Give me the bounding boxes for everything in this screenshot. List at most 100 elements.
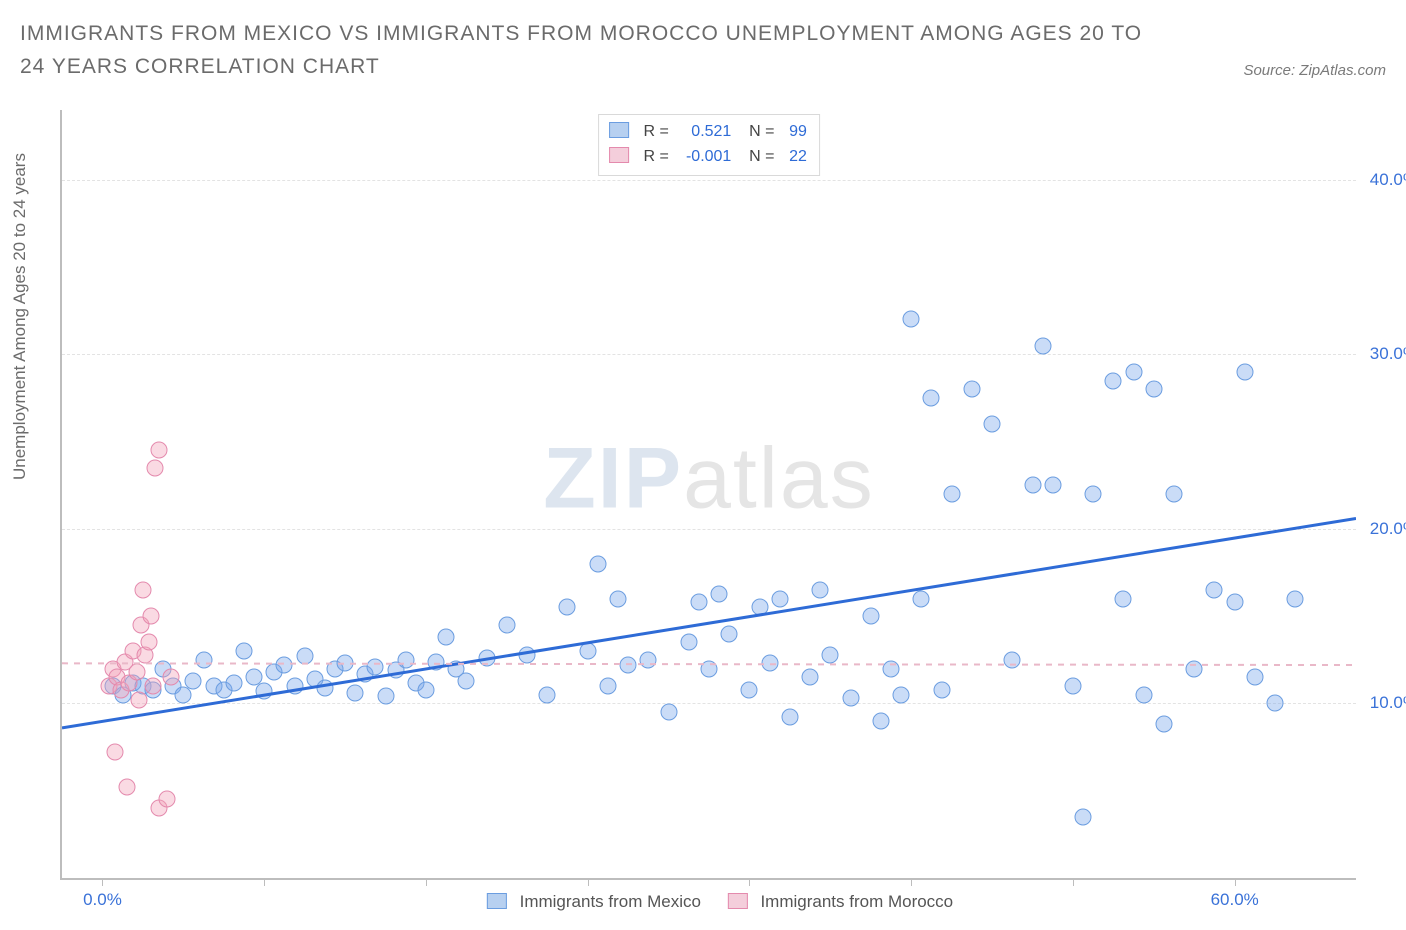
data-point bbox=[367, 658, 384, 675]
data-point bbox=[225, 674, 242, 691]
data-point bbox=[316, 679, 333, 696]
data-point bbox=[1034, 337, 1051, 354]
data-point bbox=[438, 629, 455, 646]
data-point bbox=[1236, 363, 1253, 380]
n-label: N = bbox=[749, 123, 774, 140]
data-point bbox=[812, 582, 829, 599]
data-point bbox=[862, 608, 879, 625]
data-point bbox=[235, 643, 252, 660]
x-tick bbox=[1235, 878, 1236, 886]
data-point bbox=[519, 646, 536, 663]
data-point bbox=[1075, 808, 1092, 825]
data-point bbox=[185, 672, 202, 689]
r-value: -0.001 bbox=[673, 145, 731, 170]
data-point bbox=[1226, 594, 1243, 611]
y-tick-label: 10.0% bbox=[1362, 693, 1406, 713]
x-tick-label: 0.0% bbox=[83, 890, 122, 910]
data-point bbox=[397, 651, 414, 668]
swatch-icon bbox=[728, 893, 748, 909]
data-point bbox=[134, 582, 151, 599]
data-point bbox=[498, 616, 515, 633]
data-point bbox=[142, 608, 159, 625]
x-tick bbox=[911, 878, 912, 886]
source-label: Source: ZipAtlas.com bbox=[1243, 62, 1386, 83]
data-point bbox=[822, 646, 839, 663]
data-point bbox=[147, 459, 164, 476]
data-point bbox=[1135, 686, 1152, 703]
data-point bbox=[1004, 651, 1021, 668]
chart-title: IMMIGRANTS FROM MEXICO VS IMMIGRANTS FRO… bbox=[20, 18, 1170, 83]
data-point bbox=[680, 634, 697, 651]
data-point bbox=[842, 690, 859, 707]
data-point bbox=[256, 683, 273, 700]
data-point bbox=[933, 681, 950, 698]
data-point bbox=[984, 416, 1001, 433]
data-point bbox=[1246, 669, 1263, 686]
data-point bbox=[781, 709, 798, 726]
data-point bbox=[1206, 582, 1223, 599]
legend-label: Immigrants from Mexico bbox=[520, 892, 701, 911]
n-value: 22 bbox=[779, 145, 807, 170]
data-point bbox=[118, 779, 135, 796]
data-point bbox=[721, 625, 738, 642]
legend-stats: R = 0.521 N = 99 R = -0.001 N = 22 bbox=[598, 114, 820, 176]
data-point bbox=[589, 555, 606, 572]
legend-series: Immigrants from Mexico Immigrants from M… bbox=[465, 892, 953, 912]
data-point bbox=[140, 634, 157, 651]
data-point bbox=[943, 486, 960, 503]
data-point bbox=[1186, 660, 1203, 677]
data-point bbox=[1287, 590, 1304, 607]
legend-label: Immigrants from Morocco bbox=[760, 892, 953, 911]
data-point bbox=[144, 678, 161, 695]
data-point bbox=[130, 691, 147, 708]
x-tick bbox=[102, 878, 103, 886]
data-point bbox=[1044, 477, 1061, 494]
legend-stats-row: R = -0.001 N = 22 bbox=[609, 145, 807, 170]
swatch-icon bbox=[609, 122, 629, 138]
data-point bbox=[579, 643, 596, 660]
y-tick-label: 40.0% bbox=[1362, 170, 1406, 190]
data-point bbox=[106, 744, 123, 761]
header: IMMIGRANTS FROM MEXICO VS IMMIGRANTS FRO… bbox=[20, 18, 1386, 83]
data-point bbox=[458, 672, 475, 689]
scatter-plot: R = 0.521 N = 99 R = -0.001 N = 22 ZIPat… bbox=[60, 110, 1356, 880]
y-tick-label: 20.0% bbox=[1362, 519, 1406, 539]
data-point bbox=[128, 664, 145, 681]
data-point bbox=[882, 660, 899, 677]
data-point bbox=[1145, 381, 1162, 398]
y-tick-label: 30.0% bbox=[1362, 344, 1406, 364]
data-point bbox=[478, 650, 495, 667]
data-point bbox=[963, 381, 980, 398]
data-point bbox=[163, 669, 180, 686]
x-tick bbox=[264, 878, 265, 886]
data-point bbox=[923, 390, 940, 407]
data-point bbox=[761, 655, 778, 672]
swatch-icon bbox=[609, 147, 629, 163]
data-point bbox=[599, 678, 616, 695]
data-point bbox=[296, 648, 313, 665]
data-point bbox=[893, 686, 910, 703]
data-point bbox=[286, 678, 303, 695]
data-point bbox=[913, 590, 930, 607]
data-point bbox=[903, 311, 920, 328]
data-point bbox=[1085, 486, 1102, 503]
data-point bbox=[690, 594, 707, 611]
data-point bbox=[872, 712, 889, 729]
data-point bbox=[559, 599, 576, 616]
data-point bbox=[701, 660, 718, 677]
data-point bbox=[347, 684, 364, 701]
data-point bbox=[151, 442, 168, 459]
data-point bbox=[195, 651, 212, 668]
data-point bbox=[1155, 716, 1172, 733]
data-point bbox=[337, 655, 354, 672]
data-point bbox=[539, 686, 556, 703]
n-label: N = bbox=[749, 148, 774, 165]
data-point bbox=[640, 651, 657, 668]
x-tick bbox=[588, 878, 589, 886]
x-tick bbox=[426, 878, 427, 886]
data-point bbox=[741, 681, 758, 698]
data-point bbox=[1115, 590, 1132, 607]
x-tick bbox=[1073, 878, 1074, 886]
data-point bbox=[276, 657, 293, 674]
data-point bbox=[1105, 372, 1122, 389]
